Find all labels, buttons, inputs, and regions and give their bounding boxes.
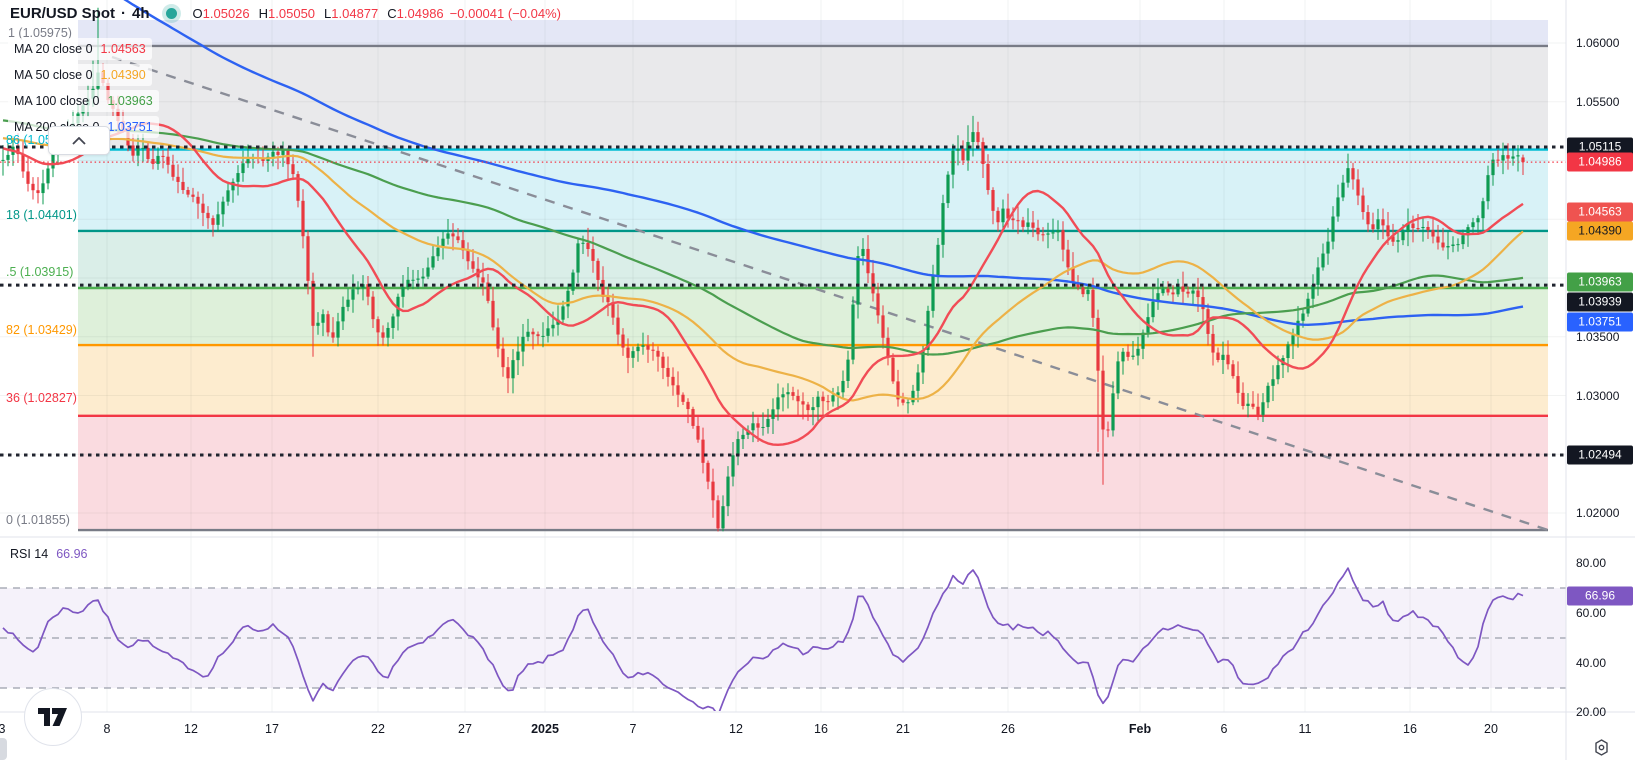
ma-value: 1.03963 <box>107 94 153 108</box>
axis-settings-button[interactable] <box>1588 734 1614 760</box>
ma-label: MA 100 close 0 <box>14 94 100 108</box>
time-axis[interactable] <box>0 712 1635 760</box>
ma-label: MA 20 close 0 <box>14 42 93 56</box>
legend-collapse-button[interactable] <box>48 126 110 155</box>
side-panel-handle[interactable] <box>0 738 7 760</box>
tradingview-logo[interactable] <box>24 688 82 746</box>
ma-value: 1.04390 <box>100 68 146 82</box>
ma-label: MA 50 close 0 <box>14 68 93 82</box>
price-axis[interactable] <box>1566 0 1635 712</box>
ma-value: 1.03751 <box>107 120 153 134</box>
ma-value: 1.04563 <box>100 42 146 56</box>
ma-legend-row[interactable]: MA 50 close 0 1.04390 <box>8 64 152 86</box>
ma-legend-row[interactable]: MA 100 close 0 1.03963 <box>8 90 159 112</box>
tradingview-logo-icon <box>38 707 67 726</box>
chevron-up-icon <box>72 136 86 145</box>
ma-legend-row[interactable]: MA 20 close 0 1.04563 <box>8 38 152 60</box>
gear-icon <box>1594 738 1608 756</box>
